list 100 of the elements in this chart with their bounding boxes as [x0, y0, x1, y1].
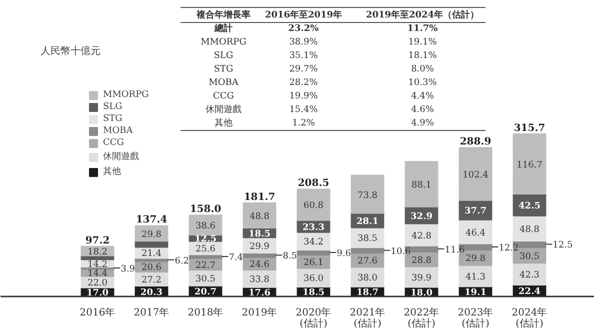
- text: 複合年增長率 2016年至2019年 2019年至2024年（估計）: [196, 10, 480, 20]
- x-tick-label: 2023年 (估計): [458, 306, 494, 330]
- data-label: 11.6: [444, 245, 466, 256]
- data-label: 25.6: [195, 244, 216, 255]
- data-label: 12.5: [552, 240, 574, 251]
- legend-label: 休閒遊戲: [103, 150, 139, 163]
- data-label: 18.5: [248, 229, 270, 240]
- data-label: 60.8: [303, 201, 324, 212]
- legend-label: MMORPG: [103, 90, 149, 100]
- data-label: 27.2: [141, 276, 162, 286]
- data-label: 12.2: [498, 243, 519, 254]
- data-label: 3.9: [120, 264, 136, 274]
- data-label: 29.9: [249, 242, 270, 252]
- data-label: 18.0: [410, 288, 432, 298]
- data-label: 30.5: [519, 252, 540, 262]
- data-label: 12.5: [194, 234, 216, 245]
- text: SLG 35.1% 18.1%: [214, 51, 437, 61]
- x-tick-label: 2016年: [80, 306, 116, 318]
- data-label: 42.3: [519, 270, 540, 281]
- x-tick-label: 2019年: [242, 306, 278, 318]
- text: MMORPG 38.9% 19.1%: [200, 38, 437, 48]
- total-label: 315.7: [514, 122, 546, 134]
- data-label: 18.5: [302, 288, 324, 298]
- total-label: 137.4: [136, 214, 168, 226]
- data-label: 36.0: [303, 274, 324, 284]
- data-label: 42.8: [411, 231, 432, 242]
- bar: [512, 133, 546, 194]
- data-label: 7.4: [228, 253, 244, 264]
- data-label: 41.3: [465, 272, 486, 283]
- data-label: 73.8: [357, 190, 378, 201]
- data-label: 6.2: [174, 256, 190, 266]
- data-label: 37.7: [464, 206, 486, 217]
- data-label: 10.6: [390, 246, 412, 257]
- data-label: 38.0: [357, 274, 378, 284]
- total-label: 208.5: [298, 178, 330, 190]
- data-label: 8.5: [282, 252, 298, 262]
- data-label: 20.7: [194, 288, 216, 298]
- x-tick-label: 2022年 (估計): [404, 306, 440, 330]
- data-label: 24.6: [249, 260, 270, 270]
- legend-label: STG: [103, 114, 123, 124]
- data-label: 22.7: [195, 260, 216, 271]
- total-label: 181.7: [244, 192, 276, 203]
- data-label: 116.7: [516, 160, 543, 170]
- total-label: 288.9: [460, 136, 492, 148]
- data-label: 17.6: [248, 288, 270, 298]
- data-label: 30.5: [195, 274, 216, 284]
- data-label: 33.8: [249, 275, 270, 286]
- legend-label: 其他: [103, 166, 122, 178]
- data-label: 29.8: [465, 254, 486, 264]
- x-tick-label: 2021年 (估計): [350, 306, 386, 330]
- bar: [296, 188, 330, 221]
- text: 人民幣十億元: [40, 45, 100, 57]
- bar: [350, 174, 384, 214]
- data-label: 23.3: [302, 222, 324, 233]
- text: 其他 1.2% 4.9%: [214, 118, 434, 128]
- x-tick-label: 2018年: [188, 306, 224, 318]
- data-label: 48.8: [519, 224, 540, 235]
- data-label: 20.3: [140, 288, 162, 298]
- data-label: 21.4: [141, 249, 162, 260]
- data-label: 46.4: [465, 228, 486, 238]
- total-label: 97.2: [85, 235, 110, 246]
- x-tick-label: 2024年 (估計): [512, 306, 548, 330]
- data-label: 9.6: [336, 249, 352, 260]
- text: MOBA 28.2% 10.3%: [208, 78, 437, 88]
- data-label: 22.0: [87, 278, 108, 289]
- legend-label: MOBA: [103, 126, 133, 136]
- data-label: 19.1: [464, 288, 486, 298]
- data-label: 34.2: [303, 238, 324, 248]
- data-label: 18.2: [87, 248, 108, 258]
- data-label: 14.2: [87, 260, 108, 270]
- data-label: 20.6: [141, 263, 162, 274]
- text: STG 29.7% 8.0%: [214, 64, 434, 74]
- data-label: 38.6: [195, 222, 216, 232]
- x-tick-label: 2020年 (估計): [296, 306, 332, 330]
- data-label: 102.4: [462, 170, 489, 181]
- bar: [404, 160, 438, 208]
- x-tick-label: 2017年: [134, 306, 170, 318]
- data-label: 14.4: [87, 269, 108, 280]
- text: CCG 19.9% 4.4%: [213, 92, 434, 102]
- data-label: 18.7: [356, 288, 378, 298]
- legend-label: CCG: [103, 138, 124, 148]
- text: 總計 23.2% 11.7%: [214, 24, 438, 34]
- data-label: 17.0: [86, 288, 108, 299]
- data-label: 28.1: [356, 217, 378, 228]
- text: 休閒遊戲 15.4% 4.6%: [206, 105, 434, 115]
- data-label: 48.8: [249, 212, 270, 222]
- data-label: 32.9: [410, 212, 432, 222]
- legend-label: SLG: [103, 102, 123, 112]
- data-label: 39.9: [411, 273, 432, 284]
- data-label: 88.1: [411, 180, 432, 191]
- bar: [242, 202, 276, 229]
- data-label: 38.5: [357, 234, 378, 244]
- bar: [458, 147, 492, 201]
- data-label: 26.1: [303, 258, 324, 268]
- total-label: 158.0: [190, 204, 222, 216]
- data-label: 22.4: [518, 287, 540, 298]
- data-label: 27.6: [357, 256, 378, 267]
- data-label: 28.8: [411, 256, 432, 266]
- data-label: 42.5: [518, 201, 540, 212]
- data-label: 29.8: [141, 230, 162, 240]
